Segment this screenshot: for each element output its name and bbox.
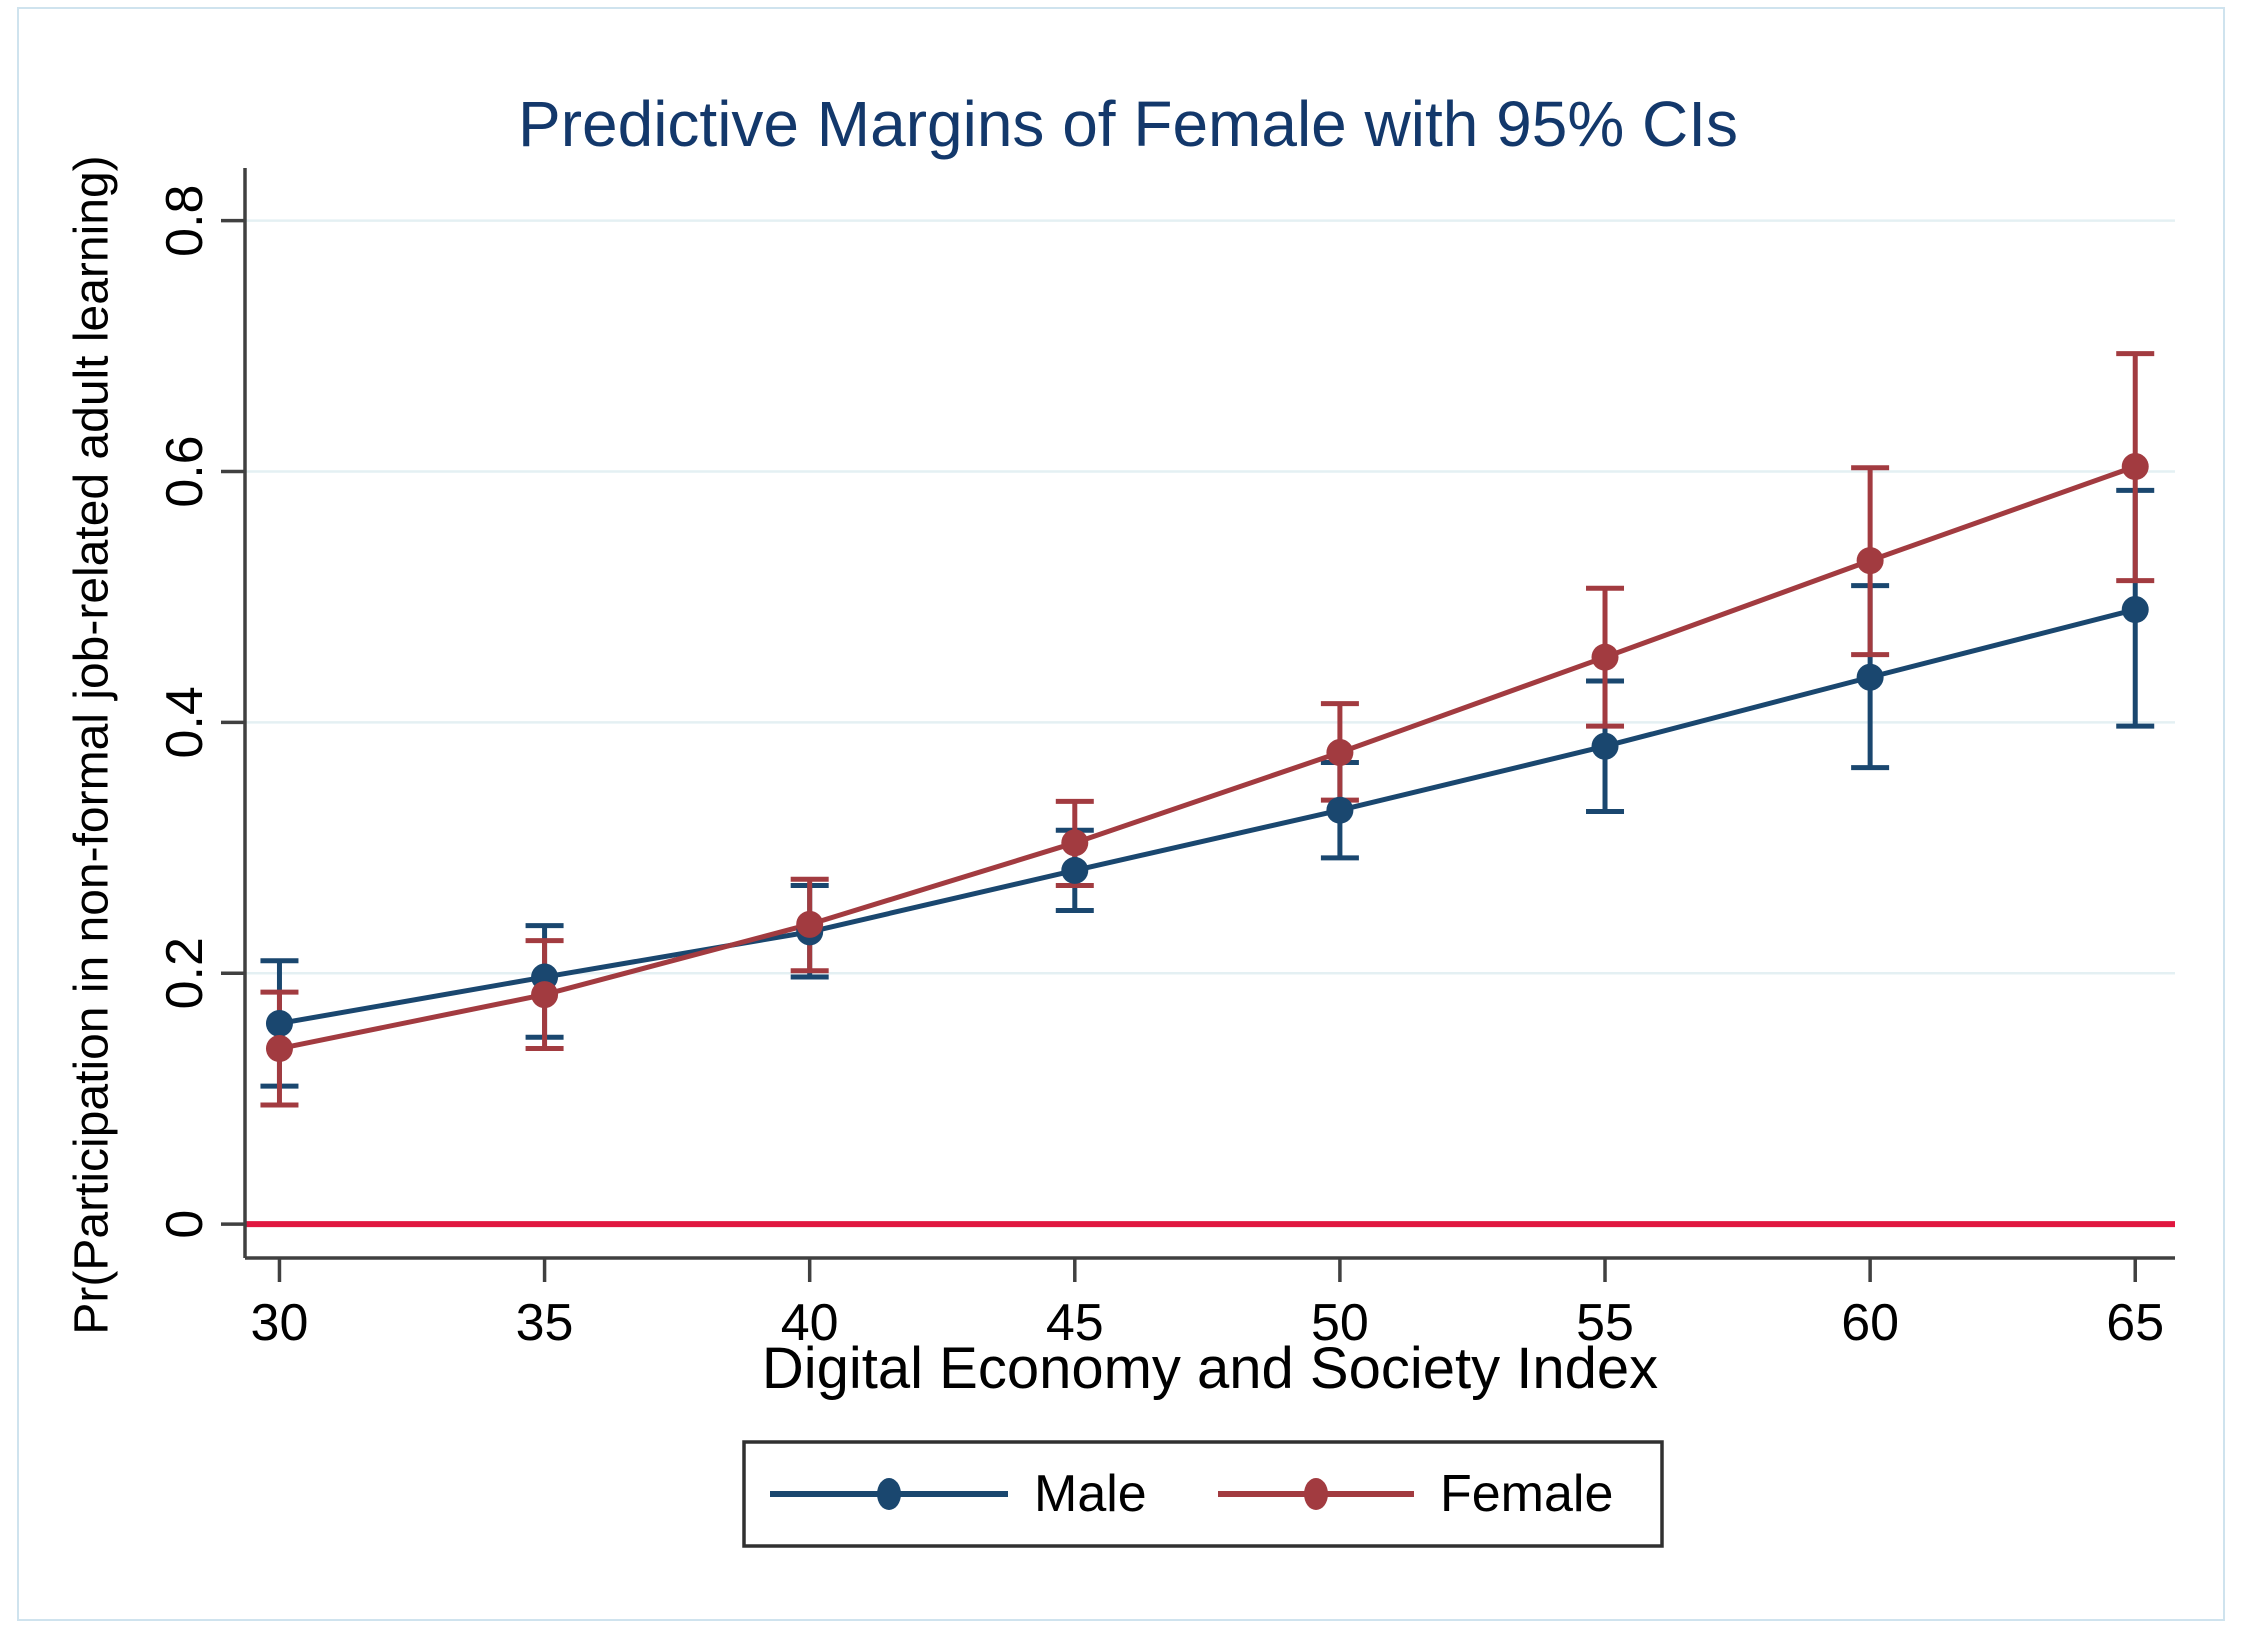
y-tick-label: 0.2: [156, 937, 214, 1009]
y-tick-label: 0.4: [156, 686, 214, 758]
legend-female-marker-icon: [1304, 1478, 1328, 1510]
legend: Male Female: [742, 1440, 1664, 1548]
male-series-line: [279, 607, 2136, 1026]
chart-title: Predictive Margins of Female with 95% CI…: [518, 88, 1738, 160]
female-marker: [1591, 643, 1619, 671]
male-marker: [265, 1009, 293, 1037]
series-layer: [260, 351, 2155, 1108]
male-marker: [1061, 856, 1089, 884]
x-tick-label: 55: [1576, 1294, 1634, 1352]
figure-border: [17, 7, 2225, 1621]
male-marker: [1856, 663, 1884, 691]
x-tick-label: 30: [251, 1294, 309, 1352]
y-tick-label: 0.8: [156, 185, 214, 257]
male-marker: [1326, 796, 1354, 824]
x-tick-label: 65: [2106, 1294, 2164, 1352]
axes: 0 0.2 0.4 0.6 0.8 30 35 40 45 50 55 60 65: [156, 168, 2175, 1352]
female-series-line: [278, 464, 2137, 1051]
y-axis-title: Pr(Participation in non-formal job-relat…: [66, 155, 119, 1334]
female-marker: [265, 1035, 293, 1063]
y-tick-label: 0.6: [156, 435, 214, 507]
male-marker: [2121, 596, 2149, 624]
female-marker: [1061, 829, 1089, 857]
male-marker: [1591, 732, 1619, 760]
x-tick-label: 45: [1046, 1294, 1104, 1352]
female-marker: [531, 981, 559, 1009]
x-axis-title: Digital Economy and Society Index: [762, 1336, 1658, 1401]
legend-male-marker-icon: [877, 1478, 901, 1510]
legend-female-label: Female: [1440, 1465, 1613, 1523]
female-marker: [1856, 547, 1884, 575]
x-tick-label: 50: [1311, 1294, 1369, 1352]
female-marker: [796, 910, 824, 938]
x-tick-label: 40: [781, 1294, 839, 1352]
female-marker: [1326, 739, 1354, 767]
legend-male-label: Male: [1034, 1465, 1147, 1523]
y-tick-label: 0: [156, 1210, 214, 1239]
female-marker: [2121, 453, 2149, 481]
x-tick-label: 60: [1841, 1294, 1899, 1352]
gridlines: [245, 219, 2175, 1228]
x-tick-label: 35: [516, 1294, 574, 1352]
